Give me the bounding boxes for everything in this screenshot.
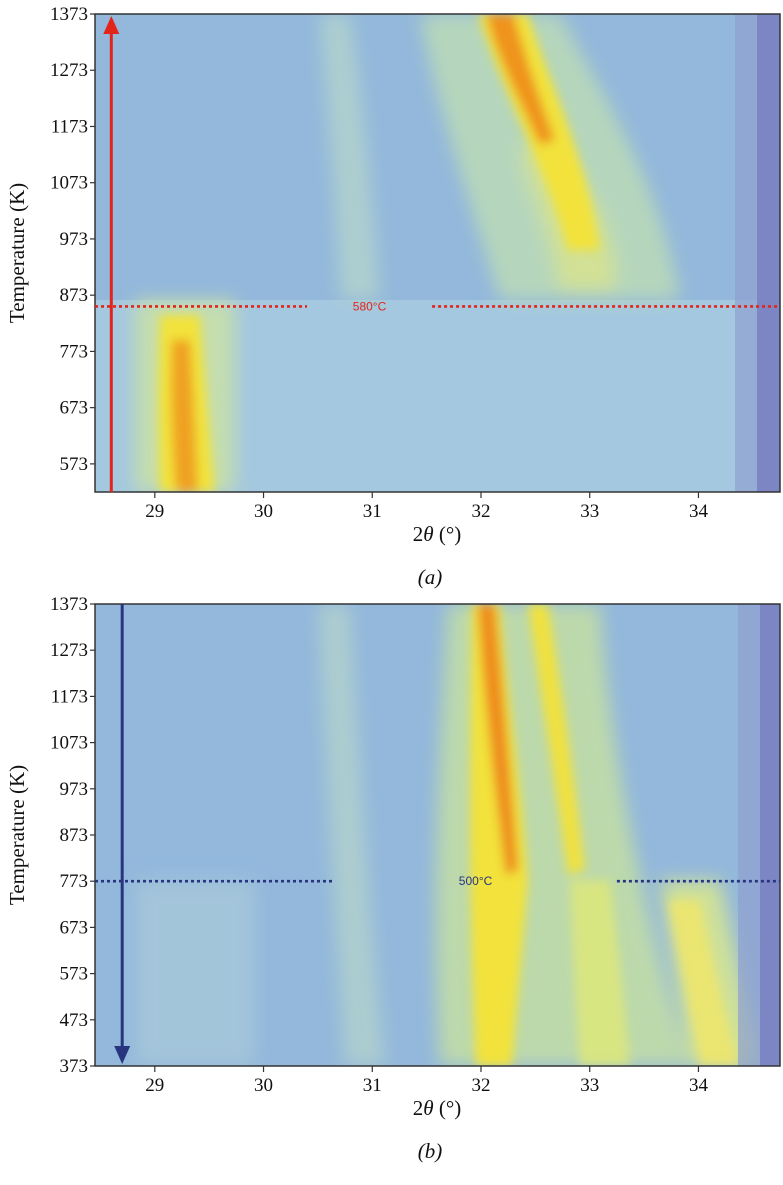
threshold-label: 580°C — [353, 299, 387, 313]
panel-a-overlay: 580°C — [95, 16, 780, 492]
y-tick-label: 1173 — [51, 686, 88, 707]
x-tick-label: 32 — [471, 1075, 490, 1096]
y-tick-label: 1273 — [50, 60, 88, 81]
x-tick-label: 33 — [580, 501, 599, 522]
panel-b-right-edge-strip-inner — [738, 604, 760, 1066]
panel-a-x-axis-label: 2θ (°) — [413, 522, 461, 546]
panel-b-lower-left-halo — [135, 880, 255, 1066]
x-tick-label: 29 — [145, 501, 164, 522]
y-tick-label: 873 — [60, 825, 89, 846]
y-tick-label: 973 — [60, 779, 89, 800]
y-tick-label: 673 — [60, 917, 89, 938]
arrow-head-up — [103, 16, 120, 34]
y-tick-label: 1073 — [50, 173, 88, 194]
x-tick-label: 34 — [689, 501, 709, 522]
y-tick-label: 1373 — [50, 594, 88, 615]
panel-a-label: (a) — [418, 565, 443, 589]
panel-b-x-axis-label: 2θ (°) — [413, 1096, 461, 1120]
x-tick-label: 30 — [254, 1075, 273, 1096]
y-tick-label: 1373 — [50, 4, 88, 25]
panel-a-heatmap — [95, 14, 780, 492]
panel-a-peak-orange — [486, 14, 555, 145]
panel-b-x-ticks: 29 30 31 32 33 34 — [145, 1066, 708, 1096]
panel-b-label: (b) — [418, 1139, 443, 1163]
x-tick-label: 34 — [689, 1075, 709, 1096]
panel-b-heatmap — [95, 604, 780, 1066]
panel-a-left-faint-band — [320, 14, 380, 300]
x-tick-label: 33 — [580, 1075, 599, 1096]
panel-a-frame — [94, 13, 781, 493]
y-tick-label: 473 — [60, 1010, 89, 1031]
threshold-label: 500°C — [459, 874, 493, 888]
panel-b-y-axis-label: Temperature (K) — [5, 765, 29, 905]
y-tick-label: 1173 — [51, 116, 88, 137]
arrow-head-down — [114, 1046, 131, 1064]
x-tick-label: 31 — [363, 501, 382, 522]
y-tick-label: 673 — [60, 398, 89, 419]
panel-a-low-peak-orange — [171, 340, 198, 492]
panel-b-y-ticks: 373 473 573 673 773 873 973 1073 1173 1273 1373 — [50, 594, 95, 1077]
x-tick-label: 30 — [254, 501, 273, 522]
panel-b-peak-low-yellow — [570, 880, 630, 1066]
x-tick-label: 32 — [471, 501, 490, 522]
y-tick-label: 573 — [60, 454, 89, 475]
panel-b-peak-main-orange — [478, 604, 518, 875]
x-tick-label: 29 — [145, 1075, 164, 1096]
panel-a-x-ticks: 29 30 31 32 33 34 — [145, 492, 708, 522]
y-tick-label: 573 — [60, 964, 89, 985]
panel-a-right-edge-strip-inner — [735, 14, 757, 492]
panel-b-faint-band-left — [318, 604, 385, 1066]
panel-b-peak-second-yellow — [528, 604, 585, 875]
panel-a: 573 673 773 873 973 1073 1173 1273 1373 29 30 31 32… — [5, 4, 781, 589]
panel-b-peak-right-yellow — [668, 900, 740, 1066]
panel-a-right-edge-strip — [757, 14, 780, 492]
panel-b-peak-main-yellow — [470, 604, 528, 1066]
panel-a-y-axis-label: Temperature (K) — [5, 183, 29, 323]
y-tick-label: 773 — [60, 341, 89, 362]
y-tick-label: 773 — [60, 871, 89, 892]
y-tick-label: 373 — [60, 1056, 89, 1077]
panel-b: 373 473 573 673 773 873 973 1073 1173 1273 1373 29… — [5, 594, 781, 1163]
x-tick-label: 31 — [363, 1075, 382, 1096]
panel-b-overlay: 500°C — [95, 604, 780, 1064]
panel-a-y-ticks: 573 673 773 873 973 1073 1173 1273 1373 — [50, 4, 95, 475]
panel-b-right-edge-strip — [760, 604, 780, 1066]
y-tick-label: 973 — [60, 229, 89, 250]
y-tick-label: 1073 — [50, 733, 88, 754]
y-tick-label: 1273 — [50, 640, 88, 661]
y-tick-label: 873 — [60, 285, 89, 306]
